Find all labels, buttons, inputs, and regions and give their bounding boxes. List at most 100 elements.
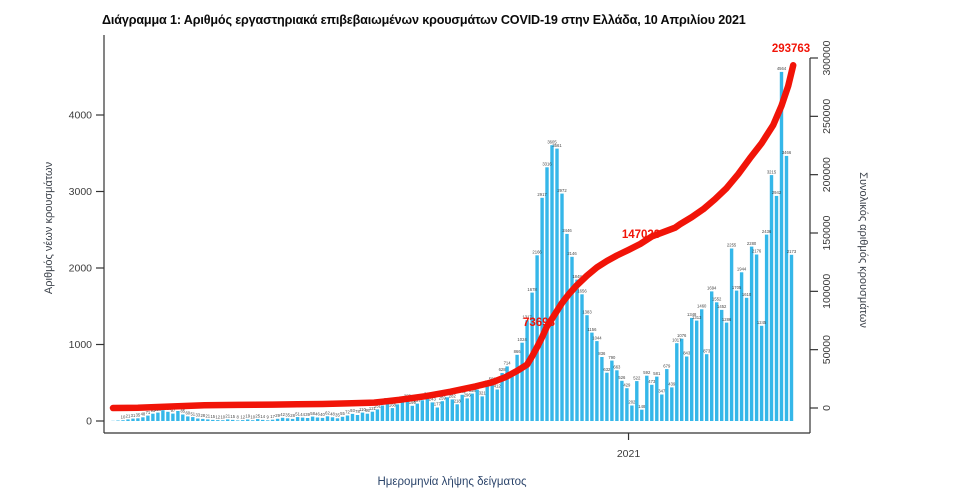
svg-text:58: 58 — [310, 411, 315, 416]
svg-text:177: 177 — [434, 402, 442, 407]
svg-text:35: 35 — [335, 413, 340, 418]
svg-text:1286: 1286 — [722, 317, 732, 322]
svg-text:21: 21 — [126, 414, 131, 419]
svg-text:1024: 1024 — [517, 337, 527, 342]
svg-text:40: 40 — [320, 412, 325, 417]
chart-title: Διάγραμμα 1: Αριθμός εργαστηριακά επιβεβ… — [102, 13, 746, 27]
svg-text:526: 526 — [618, 375, 626, 380]
svg-text:1552: 1552 — [712, 297, 722, 302]
svg-text:3000: 3000 — [69, 186, 93, 198]
svg-text:790: 790 — [608, 355, 616, 360]
svg-text:259: 259 — [439, 395, 447, 400]
svg-text:1000: 1000 — [69, 339, 93, 351]
svg-text:3316: 3316 — [542, 162, 552, 167]
svg-text:2146: 2146 — [567, 251, 577, 256]
svg-text:10: 10 — [121, 414, 126, 419]
svg-text:412: 412 — [494, 384, 502, 389]
svg-text:202: 202 — [628, 400, 636, 405]
svg-text:1017: 1017 — [672, 337, 682, 342]
svg-text:3561: 3561 — [552, 143, 562, 148]
svg-text:25: 25 — [255, 413, 260, 418]
svg-text:836: 836 — [598, 351, 606, 356]
svg-text:2446: 2446 — [562, 228, 572, 233]
svg-text:714: 714 — [504, 361, 512, 366]
svg-text:1044: 1044 — [592, 335, 602, 340]
svg-text:250000: 250000 — [821, 99, 833, 134]
svg-text:62: 62 — [325, 411, 330, 416]
svg-text:1383: 1383 — [582, 309, 592, 314]
svg-text:1848: 1848 — [572, 274, 582, 279]
svg-text:3215: 3215 — [767, 169, 777, 174]
svg-text:39: 39 — [305, 412, 310, 417]
svg-text:0: 0 — [86, 416, 92, 428]
svg-text:4564: 4564 — [777, 66, 787, 71]
svg-text:150000: 150000 — [821, 215, 833, 250]
svg-text:28: 28 — [290, 413, 295, 418]
milestone-label: 147023 — [622, 229, 660, 241]
svg-text:2917: 2917 — [537, 192, 547, 197]
svg-text:4000: 4000 — [69, 110, 93, 122]
svg-text:121: 121 — [369, 406, 377, 411]
svg-text:72: 72 — [345, 410, 350, 415]
svg-text:1656: 1656 — [577, 289, 587, 294]
svg-text:33: 33 — [195, 413, 200, 418]
svg-text:14: 14 — [260, 414, 265, 419]
cumulative-line — [109, 62, 797, 412]
svg-text:35: 35 — [285, 413, 290, 418]
svg-text:2972: 2972 — [557, 188, 567, 193]
svg-text:1452: 1452 — [717, 304, 727, 309]
svg-text:2436: 2436 — [762, 229, 772, 234]
svg-text:1694: 1694 — [707, 286, 717, 291]
svg-text:243: 243 — [429, 397, 437, 402]
svg-text:60: 60 — [185, 411, 190, 416]
svg-text:21: 21 — [225, 414, 230, 419]
svg-text:1245: 1245 — [757, 320, 767, 325]
svg-text:347: 347 — [658, 389, 666, 394]
svg-text:0: 0 — [821, 405, 833, 411]
svg-text:2280: 2280 — [747, 241, 757, 246]
svg-text:866: 866 — [514, 349, 522, 354]
svg-text:581: 581 — [653, 371, 661, 376]
svg-text:429: 429 — [623, 382, 631, 387]
svg-text:151: 151 — [374, 404, 382, 409]
svg-text:48: 48 — [141, 412, 146, 417]
x-axis-ticks: 2021 — [617, 433, 641, 460]
x-axis-title: Ημερομηνία λήψης δείγματος — [377, 476, 527, 488]
svg-text:110: 110 — [359, 407, 366, 412]
svg-text:2021: 2021 — [617, 448, 641, 460]
right-axis-title: Συνολικός αριθμός κρουσμάτων — [857, 172, 869, 328]
svg-text:592: 592 — [643, 370, 651, 375]
svg-text:439: 439 — [668, 382, 676, 387]
svg-text:51: 51 — [295, 411, 300, 416]
svg-text:12: 12 — [215, 414, 220, 419]
svg-text:632: 632 — [603, 367, 611, 372]
svg-text:1156: 1156 — [587, 327, 597, 332]
svg-text:628: 628 — [499, 367, 507, 372]
svg-text:1317: 1317 — [522, 314, 532, 319]
svg-text:3466: 3466 — [782, 150, 792, 155]
daily-cases-bars — [111, 71, 794, 422]
svg-text:1944: 1944 — [737, 267, 747, 272]
svg-text:663: 663 — [613, 365, 621, 370]
svg-text:78: 78 — [355, 409, 360, 414]
svg-text:97: 97 — [171, 408, 176, 413]
svg-text:55: 55 — [340, 411, 345, 416]
svg-text:10: 10 — [220, 414, 225, 419]
svg-text:1460: 1460 — [697, 304, 707, 309]
svg-text:1348: 1348 — [687, 312, 697, 317]
svg-text:1076: 1076 — [677, 333, 687, 338]
svg-text:51: 51 — [190, 411, 195, 416]
svg-text:473: 473 — [648, 379, 656, 384]
svg-text:95: 95 — [365, 408, 370, 413]
svg-text:3605: 3605 — [547, 139, 557, 144]
svg-text:21: 21 — [205, 414, 210, 419]
svg-text:50000: 50000 — [821, 335, 833, 364]
svg-text:12: 12 — [240, 414, 245, 419]
svg-text:843: 843 — [683, 351, 691, 356]
svg-text:71: 71 — [146, 410, 151, 415]
svg-text:679: 679 — [663, 363, 671, 368]
svg-text:1678: 1678 — [527, 287, 537, 292]
svg-text:15: 15 — [230, 414, 235, 419]
svg-text:873: 873 — [703, 348, 711, 353]
